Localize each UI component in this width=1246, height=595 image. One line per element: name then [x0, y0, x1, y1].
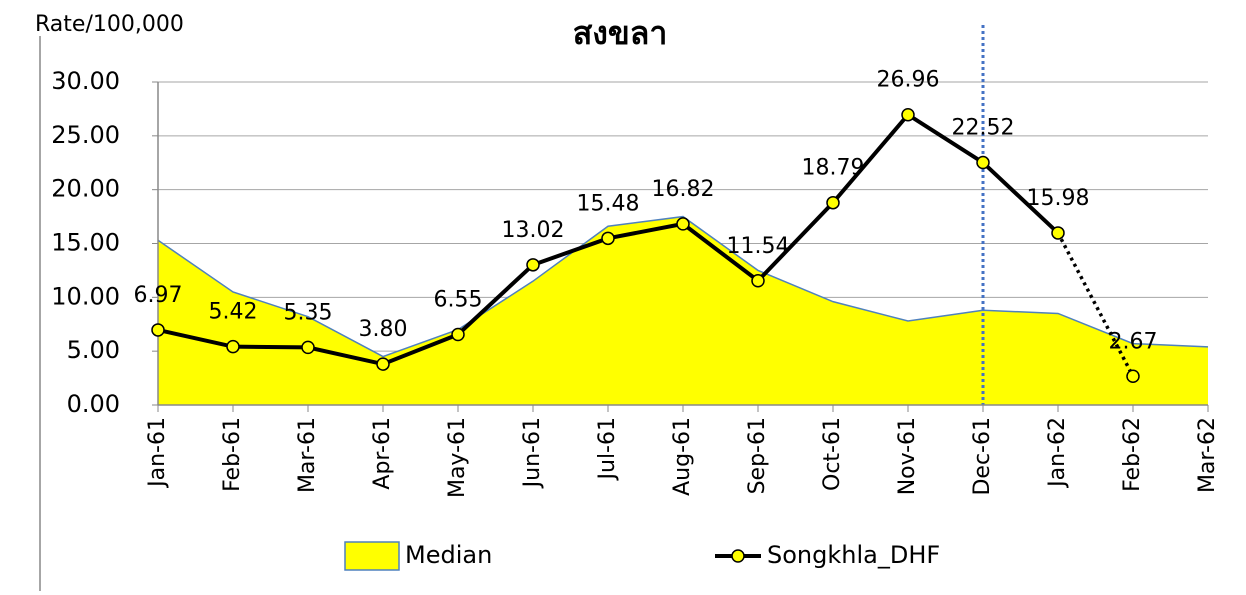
x-tick-label: Jan-62: [1045, 417, 1070, 489]
median-edge: [157, 215, 1209, 358]
data-label: 16.82: [652, 177, 715, 202]
y-tick-label: 20.00: [51, 175, 120, 203]
x-tick-label: Jul-61: [595, 417, 620, 481]
dhf-point: [826, 195, 840, 210]
x-tick-label: Nov-61: [895, 417, 920, 495]
x-tick-label: Sep-61: [745, 417, 770, 494]
data-label: 18.79: [802, 156, 865, 181]
dhf-point: [1126, 369, 1140, 384]
data-label: 22.52: [952, 116, 1015, 141]
x-tick-label: Dec-61: [970, 417, 995, 496]
data-label: 15.48: [577, 191, 640, 216]
data-label: 6.97: [134, 283, 183, 308]
data-label: 2.67: [1109, 329, 1158, 354]
x-tick-label: May-61: [445, 417, 470, 498]
data-label: 5.42: [209, 300, 258, 325]
y-tick-label: 30.00: [51, 67, 120, 95]
x-tick-label: Mar-62: [1195, 417, 1220, 493]
median-area: [158, 216, 1208, 405]
x-tick-label: Jan-61: [145, 417, 170, 489]
x-tick-label: Mar-61: [295, 417, 320, 493]
x-tick-label: Aug-61: [670, 417, 695, 496]
data-label: 26.96: [877, 68, 940, 93]
y-tick-label: 5.00: [67, 336, 120, 364]
legend-marker: [731, 549, 745, 563]
chart-title: สงขลา: [573, 14, 668, 52]
dhf-point: [301, 340, 315, 355]
dhf-point: [751, 274, 765, 288]
data-label: 6.55: [434, 287, 483, 312]
legend-label: Songkhla_DHF: [767, 541, 940, 569]
dhf-point: [976, 155, 990, 170]
x-tick-label: Apr-61: [370, 417, 395, 490]
dhf-point: [376, 357, 390, 371]
dhf-point: [226, 339, 240, 354]
x-tick-label: Oct-61: [820, 417, 845, 491]
x-tick-label: Feb-62: [1120, 417, 1145, 492]
x-tick-label: Feb-61: [220, 417, 245, 492]
dhf-point: [1051, 226, 1065, 240]
y-tick-label: 10.00: [51, 282, 120, 310]
legend-label: Median: [405, 541, 492, 569]
dhf-point: [901, 107, 915, 122]
dhf-point: [601, 231, 615, 246]
data-label: 11.54: [727, 234, 790, 259]
data-label: 15.98: [1027, 186, 1090, 211]
data-label: 13.02: [502, 218, 565, 243]
y-tick-label: 25.00: [51, 121, 120, 149]
y-tick-label: 15.00: [51, 229, 120, 257]
y-tick-label: 0.00: [67, 390, 120, 418]
dhf-point: [451, 327, 465, 342]
dhf-point: [526, 258, 540, 272]
y-axis-label: Rate/100,000: [35, 12, 184, 37]
dhf-point: [151, 323, 165, 337]
legend-swatch: [344, 541, 400, 571]
data-label: 5.35: [284, 300, 333, 325]
x-tick-label: Jun-61: [520, 417, 545, 489]
dhf-point: [676, 217, 690, 231]
data-label: 3.80: [359, 317, 408, 342]
dhf-dotted: [1056, 232, 1135, 378]
